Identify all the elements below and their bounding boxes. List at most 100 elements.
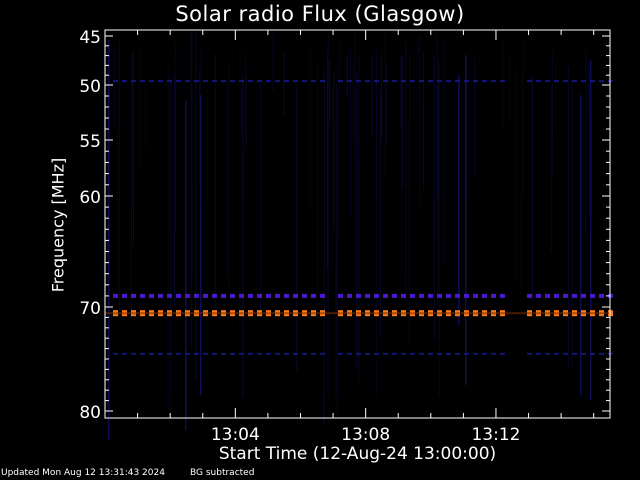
band-segment	[194, 80, 199, 83]
band-segment	[338, 80, 343, 83]
band-segment	[185, 293, 190, 298]
y-axis-label: Frequency [MHz]	[48, 157, 68, 293]
band-segment	[599, 352, 604, 355]
band-segment	[437, 293, 442, 298]
noise-streak	[358, 56, 360, 386]
noise-streak	[465, 55, 467, 385]
x-axis-label: Start Time (12-Aug-24 13:00:00)	[218, 444, 497, 464]
noise-streak	[568, 67, 570, 367]
noise-streak	[242, 76, 244, 398]
band-segment	[347, 352, 352, 355]
band-segment	[311, 352, 316, 355]
band-segment	[167, 80, 172, 83]
band-segment	[491, 352, 496, 355]
noise-streak	[384, 31, 386, 178]
noise-streak	[245, 65, 247, 149]
band-segment	[176, 352, 181, 355]
band-segment	[455, 352, 460, 355]
band-segment	[545, 293, 550, 298]
noise-streak	[226, 83, 228, 278]
band-segment	[302, 352, 307, 355]
frequency-band	[113, 293, 613, 298]
band-segment	[410, 293, 415, 298]
y-tick-label: 70	[79, 299, 101, 319]
band-segment	[194, 352, 199, 355]
band-segment	[455, 80, 460, 83]
band-segment	[212, 352, 217, 355]
band-segment	[257, 352, 262, 355]
noise-streak	[587, 60, 589, 113]
band-segment	[392, 80, 397, 83]
noise-streak	[438, 59, 440, 398]
band-segment	[158, 293, 163, 298]
noise-streak	[352, 63, 354, 142]
noise-streak	[107, 59, 109, 250]
band-segment	[140, 293, 145, 298]
band-segment	[410, 352, 415, 355]
band-segment	[365, 352, 370, 355]
noise-streak	[296, 85, 298, 373]
band-segment	[554, 293, 559, 298]
band-segment	[158, 352, 163, 355]
y-axis: 45 50 55 60 70 80	[79, 28, 610, 423]
noise-streak	[381, 49, 383, 141]
band-segment	[473, 80, 478, 83]
band-segment	[230, 80, 235, 83]
noise-streak	[400, 56, 402, 126]
band-segment	[563, 80, 568, 83]
bg-subtracted-note: BG subtracted	[190, 468, 255, 478]
noise-streak	[119, 39, 121, 312]
noise-streak	[551, 86, 553, 253]
band-segment	[113, 80, 118, 83]
band-segment	[437, 80, 442, 83]
noise-streak	[412, 53, 414, 122]
band-segment	[203, 352, 208, 355]
band-segment	[590, 352, 595, 355]
noise-streak	[437, 82, 439, 198]
band-segment	[419, 293, 424, 298]
band-segment	[158, 80, 163, 83]
band-segment	[257, 80, 262, 83]
band-segment	[383, 293, 388, 298]
noise-streak	[170, 73, 172, 393]
band-segment	[320, 352, 325, 355]
band-segment	[419, 352, 424, 355]
band-segment	[536, 352, 541, 355]
band-segment	[338, 352, 343, 355]
band-segment	[275, 80, 280, 83]
noise-streak	[349, 45, 351, 217]
band-segment	[248, 293, 253, 298]
band-segment	[500, 352, 505, 355]
y-tick-label: 45	[79, 28, 101, 48]
band-segment	[401, 80, 406, 83]
band-segment	[581, 352, 586, 355]
band-segment	[527, 352, 532, 355]
noise-streak	[130, 54, 132, 318]
band-segment	[473, 352, 478, 355]
noise-streak	[458, 75, 460, 325]
noise-streak	[417, 36, 419, 105]
x-tick-label: 13:12	[471, 425, 520, 445]
band-segment	[428, 293, 433, 298]
x-tick-label: 13:04	[211, 425, 260, 445]
band-segment	[131, 293, 136, 298]
band-segment	[230, 352, 235, 355]
noise-streak	[522, 40, 524, 194]
band-segment	[464, 80, 469, 83]
noise-streak	[571, 81, 573, 367]
noise-streak	[419, 35, 421, 208]
noise-streak	[380, 89, 382, 338]
band-segment	[212, 293, 217, 298]
noise-streak	[466, 68, 468, 197]
noise-streak	[346, 54, 348, 98]
band-segment	[401, 352, 406, 355]
band-segment	[428, 352, 433, 355]
band-segment	[500, 80, 505, 83]
band-segment	[302, 293, 307, 298]
band-segment	[356, 80, 361, 83]
band-segment	[284, 293, 289, 298]
noise-streak	[422, 52, 424, 191]
band-segment	[140, 80, 145, 83]
band-baseline	[105, 312, 610, 315]
noise-streak	[272, 31, 274, 92]
